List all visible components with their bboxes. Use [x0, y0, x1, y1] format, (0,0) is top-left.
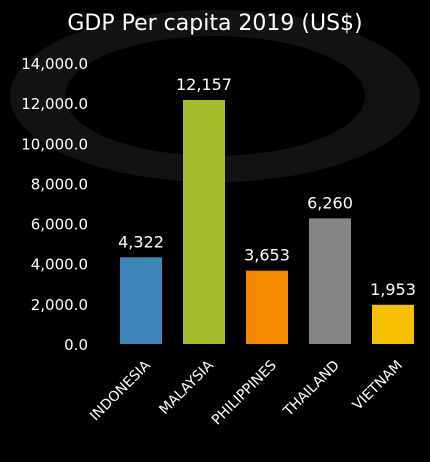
bar-philippines	[246, 270, 288, 344]
bar-group	[120, 99, 414, 345]
data-label-group: 4,322 12,157 3,653 6,260 1,953	[118, 75, 416, 299]
bar-indonesia	[120, 257, 162, 344]
y-tick-label: 8,000.0	[31, 175, 88, 193]
data-label: 1,953	[370, 280, 416, 299]
data-label: 12,157	[176, 75, 232, 94]
y-tick-label: 0.0	[64, 336, 88, 354]
y-axis: 0.0 2,000.0 4,000.0 6,000.0 8,000.0 10,000.0 1…	[21, 55, 88, 354]
data-label: 6,260	[307, 193, 353, 212]
y-tick-label: 4,000.0	[31, 256, 88, 274]
y-tick-label: 6,000.0	[31, 216, 88, 234]
y-tick-label: 12,000.0	[21, 95, 88, 113]
chart-title: GDP Per capita 2019 (US$)	[67, 11, 362, 36]
data-label: 3,653	[244, 246, 290, 265]
x-tick-label: VIETNAM	[350, 358, 406, 414]
data-label: 4,322	[118, 232, 164, 251]
bar-thailand	[309, 218, 351, 344]
y-tick-label: 10,000.0	[21, 135, 88, 153]
bar-vietnam	[372, 304, 414, 344]
bar-malaysia	[183, 99, 225, 345]
x-tick-label: PHILIPPINES	[209, 357, 280, 428]
x-tick-label: MALAYSIA	[156, 357, 217, 418]
x-tick-label: THAILAND	[280, 358, 343, 421]
background-emblem	[10, 10, 420, 182]
y-tick-label: 2,000.0	[31, 296, 88, 314]
y-tick-label: 14,000.0	[21, 55, 88, 73]
x-tick-label: INDONESIA	[87, 357, 154, 424]
